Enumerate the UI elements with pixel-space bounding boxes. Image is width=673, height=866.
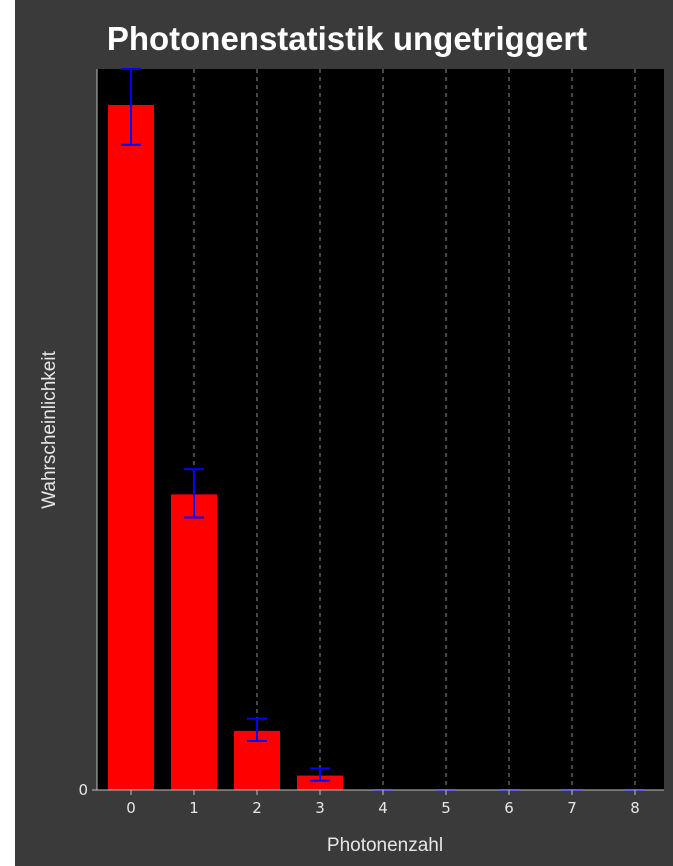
x-tick-label-2: 2: [252, 799, 262, 817]
bar-0: [108, 105, 154, 791]
bar-3: [297, 775, 343, 790]
y-axis-label: Wahrscheinlichkeit: [39, 350, 60, 508]
y-tick-label-0: 0: [78, 781, 88, 799]
error-bar-0: [121, 68, 141, 146]
axes: [92, 69, 664, 795]
x-axis-label: Photonenzahl: [327, 835, 443, 856]
bar-1: [171, 494, 217, 790]
y-tick-labels: 0: [78, 781, 88, 799]
error-bar-3: [310, 767, 330, 782]
x-tick-label-5: 5: [441, 799, 451, 817]
x-tick-label-8: 8: [630, 799, 640, 817]
chart-title: Photonenstatistik ungetriggert: [107, 20, 587, 57]
x-tick-label-1: 1: [189, 799, 199, 817]
x-tick-label-4: 4: [378, 799, 388, 817]
x-tick-label-0: 0: [126, 799, 136, 817]
x-tick-label-7: 7: [567, 799, 577, 817]
error-bar-1: [184, 468, 204, 519]
error-bar-2: [247, 717, 267, 742]
bars: [108, 105, 343, 791]
x-tick-label-6: 6: [504, 799, 514, 817]
x-tick-labels: 0 1 2 3 4 5 6 7 8: [126, 799, 640, 817]
x-tick-label-3: 3: [315, 799, 325, 817]
grid-lines: [130, 69, 636, 790]
